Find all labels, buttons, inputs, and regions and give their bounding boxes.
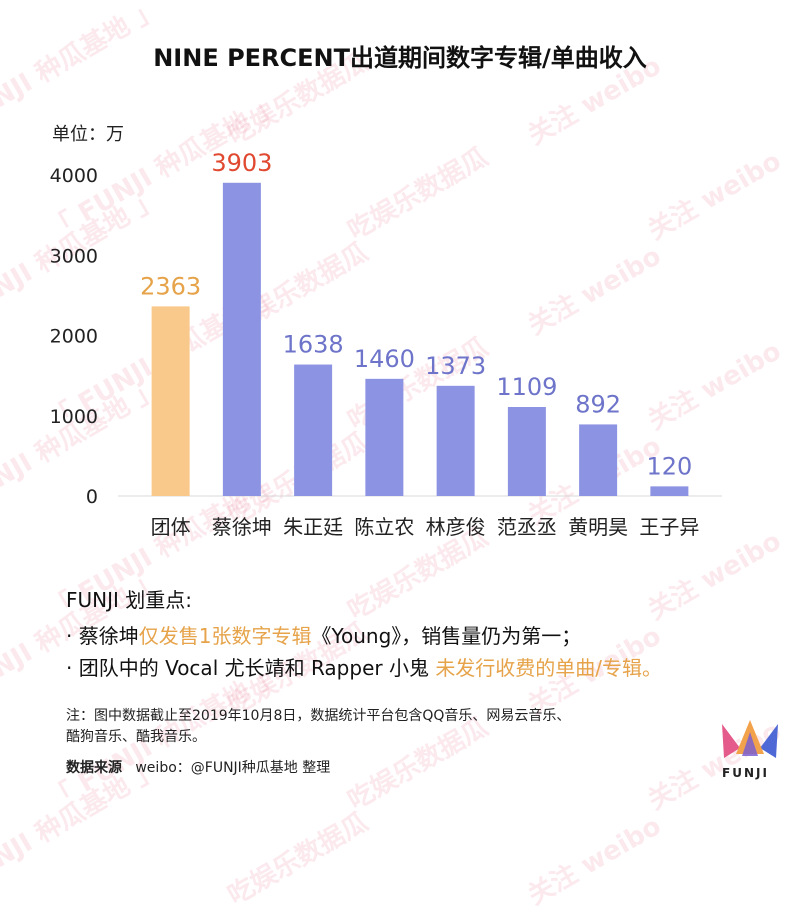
logo-text: FUNJI [722,766,769,780]
source-text: weibo：@FUNJI种瓜基地 [135,760,298,776]
chart-title: NINE PERCENT出道期间数字专辑/单曲收入 [153,44,647,72]
bar-value-label: 1109 [496,373,557,401]
bar-1 [222,182,261,497]
x-category-label: 蔡徐坤 [212,515,272,539]
bar-value-label: 1460 [354,345,415,373]
bar-value-label: 1638 [283,331,344,359]
watermark-text: 关注 weibo [523,811,667,912]
bar-chart: 0 1000 2000 3000 4000 2363 团体 3903 蔡徐坤 1638 朱正廷 146… [50,149,722,539]
note-2-highlight: 未发行收费的单曲/专辑。 [435,656,663,680]
x-category-label: 陈立农 [354,515,414,539]
x-category-label: 王子异 [639,515,699,539]
y-tick-label: 0 [86,486,98,508]
notes-heading: FUNJI 划重点: [66,588,192,612]
bar-4 [436,385,475,496]
bar-2 [294,364,333,496]
unit-label: 单位：万 [52,124,124,145]
note-1-suffix: 《Young》，销售量仍为第一； [311,624,582,648]
x-category-label: 林彦俊 [426,515,486,539]
bar-value-label: 892 [575,390,621,418]
funji-logo-icon [722,720,778,758]
watermark-text: 吃娱乐数据瓜 [223,807,374,912]
bar-0 [151,306,190,496]
note-bullet-2: · 团队中的 Vocal 尤长靖和 Rapper 小鬼 未发行收费的单曲/专辑。 [66,652,662,681]
x-category-label: 范丞丞 [497,515,557,539]
x-category-label: 黄明昊 [568,515,628,539]
y-tick-label: 1000 [50,406,98,428]
footnote-line-2: 酷狗音乐、酷我音乐。 [66,729,206,745]
x-category-label: 朱正廷 [283,515,343,539]
y-tick-label: 2000 [50,326,98,348]
bar-5 [507,407,546,496]
bar-7 [650,486,689,496]
x-category-label: 团体 [151,515,191,539]
bar-value-label: 2363 [140,272,201,300]
bar-3 [365,378,404,496]
y-tick-label: 3000 [50,245,98,267]
y-tick-label: 4000 [50,165,98,187]
bar-value-label: 1373 [425,352,486,380]
note-bullet-1: · 蔡徐坤仅发售1张数字专辑《Young》，销售量仍为第一； [66,620,581,649]
source-suffix: 整理 [297,760,331,776]
source-label: 数据来源 [66,760,122,776]
bar-value-label: 3903 [211,149,272,177]
note-2-prefix: · 团队中的 Vocal 尤长靖和 Rapper 小鬼 [66,656,436,680]
data-source: 数据来源 weibo：@FUNJI种瓜基地 整理 [66,757,330,777]
note-1-prefix: · 蔡徐坤 [66,624,139,648]
footnote: 注：图中数据截止至2019年10月8日，数据统计平台包含QQ音乐、网易云音乐、 … [66,706,570,748]
footnote-line-1: 注：图中数据截止至2019年10月8日，数据统计平台包含QQ音乐、网易云音乐、 [66,708,571,724]
bar-6 [579,424,618,496]
bar-value-label: 120 [646,452,692,480]
note-1-highlight: 仅发售1张数字专辑 [138,624,312,648]
